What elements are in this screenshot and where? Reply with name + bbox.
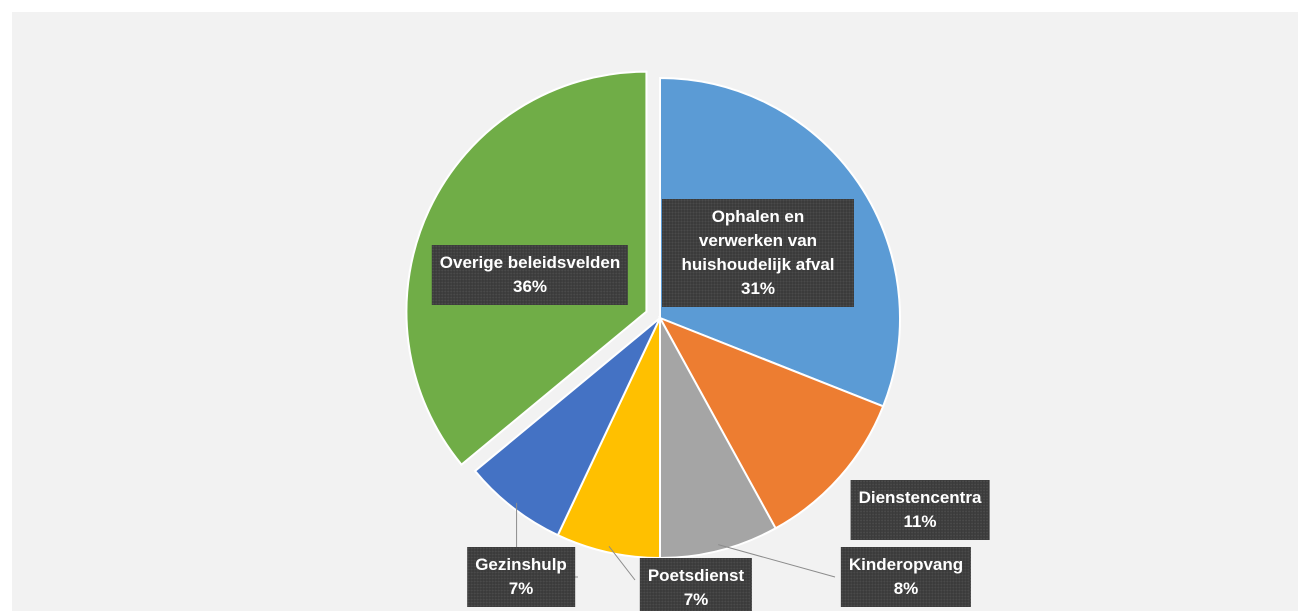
pie-slice (473, 317, 661, 537)
leader-line (608, 546, 636, 581)
data-label-value: 31% (740, 279, 776, 298)
pie-slice (657, 316, 885, 530)
pie-slice (659, 317, 777, 560)
data-label-category: Poetsdienst (647, 566, 745, 585)
data-label: Gezinshulp 7% (467, 547, 575, 607)
data-label-category: Overige beleidsvelden (439, 253, 621, 272)
data-label: Dienstencentra 11% (850, 480, 990, 540)
data-label: Overige beleidsvelden 36% (431, 245, 629, 305)
leader-line (718, 544, 836, 578)
data-label-value: 7% (683, 590, 709, 609)
data-label-value: 11% (903, 512, 937, 531)
data-label-value: 8% (893, 579, 919, 598)
data-label: Poetsdienst 7% (639, 558, 753, 611)
pie-slice (556, 317, 661, 560)
data-label-category: Ophalen en verwerken van huishoudelijk a… (681, 207, 835, 274)
data-label-category: Dienstencentra (858, 488, 982, 507)
data-label-value: 7% (508, 579, 534, 598)
data-label-category: Kinderopvang (848, 555, 964, 574)
data-label: Kinderopvang 8% (840, 547, 972, 607)
data-label-value: 36% (512, 277, 548, 296)
data-label: Ophalen en verwerken van huishoudelijk a… (662, 199, 854, 307)
data-label-category: Gezinshulp (475, 555, 567, 574)
